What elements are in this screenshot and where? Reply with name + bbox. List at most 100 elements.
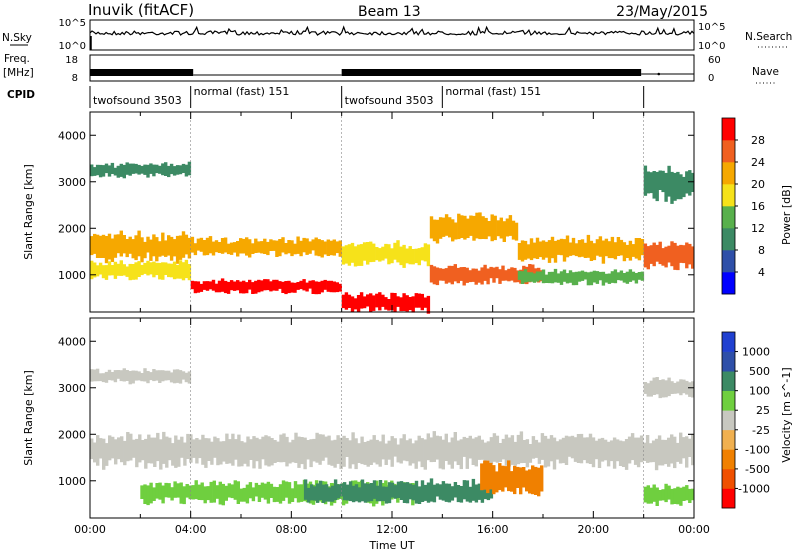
heatmap-cell (661, 248, 665, 266)
heatmap-cell (679, 487, 683, 506)
heatmap-cell (275, 279, 279, 291)
heatmap-cell (420, 480, 425, 502)
heatmap-cell (429, 478, 434, 502)
heatmap-cell (128, 371, 132, 385)
heatmap-cell (327, 487, 332, 502)
heatmap-cell (134, 370, 138, 381)
heatmap-cell (116, 165, 120, 178)
heatmap-cell (341, 246, 346, 265)
colorbar-swatch (722, 118, 735, 141)
heatmap-cell (216, 438, 220, 466)
colorbar-tick-label: 25 (756, 404, 770, 417)
y-tick-label: 3000 (58, 382, 86, 395)
heatmap-cell (182, 486, 186, 505)
heatmap-cell (164, 240, 168, 257)
heatmap-cell (516, 434, 521, 465)
heatmap-cell (568, 270, 573, 283)
colorbar-swatch (722, 488, 735, 509)
heatmap-cell (381, 246, 385, 261)
heatmap-cell (311, 239, 315, 251)
beam-label: Beam 13 (358, 4, 421, 20)
heatmap-cell (507, 268, 511, 282)
heatmap-cell (110, 265, 115, 276)
heatmap-cell (202, 240, 207, 256)
heatmap-cell (213, 436, 217, 458)
heatmap-cell (172, 166, 177, 176)
heatmap-cell (670, 381, 674, 394)
heatmap-cell (550, 236, 555, 259)
nsearch-tick-top: 10^5 (698, 22, 725, 33)
heatmap-cell (432, 219, 437, 242)
heatmap-cell (369, 439, 373, 465)
heatmap-cell (123, 440, 127, 466)
heatmap-cell (362, 242, 367, 261)
heatmap-cell (510, 267, 514, 281)
heatmap-cell (221, 483, 225, 506)
heatmap-cell (438, 268, 443, 281)
heatmap-cell (122, 164, 126, 179)
heatmap-cell (423, 439, 427, 470)
heatmap-cell (631, 271, 636, 281)
heatmap-cell (240, 441, 244, 467)
heatmap-cell (562, 269, 567, 282)
heatmap-cell (281, 281, 285, 293)
heatmap-cell (393, 485, 398, 499)
heatmap-cell (381, 486, 386, 502)
heatmap-cell (643, 382, 648, 394)
heatmap-cell (441, 481, 446, 501)
heatmap-cell (317, 239, 321, 257)
velocity-bands (90, 318, 695, 518)
heatmap-cell (426, 244, 431, 267)
heatmap-cell (673, 488, 677, 504)
heatmap-cell (459, 267, 463, 281)
heatmap-cell (528, 469, 532, 494)
heatmap-cell (366, 242, 370, 265)
heatmap-cell (236, 280, 240, 291)
heatmap-cell (187, 371, 192, 384)
heatmap-cell (456, 267, 460, 284)
heatmap-cell (338, 283, 342, 292)
heatmap-cell (375, 247, 379, 261)
heatmap-cell (104, 163, 109, 174)
power-yticks: 1000 2000 3000 4000 (58, 129, 694, 282)
velocity-colorbar-label: Velocity [m s^-1] (780, 367, 793, 462)
heatmap-cell (229, 280, 234, 291)
x-tick-label: 04:00 (175, 523, 207, 536)
heatmap-cell (577, 271, 582, 282)
heatmap-cell (477, 270, 481, 283)
heatmap-cell (658, 490, 662, 501)
heatmap-cell (423, 484, 428, 501)
heatmap-cell (332, 239, 336, 256)
heatmap-cell (278, 484, 283, 504)
heatmap-cell (140, 373, 144, 382)
heatmap-cell (308, 280, 312, 289)
heatmap-cell (296, 282, 300, 290)
heatmap-cell (101, 165, 106, 177)
heatmap-cell (633, 437, 638, 465)
heatmap-cell (523, 269, 528, 283)
heatmap-cell (155, 164, 159, 174)
heatmap-cell (609, 440, 614, 462)
heatmap-cell (177, 439, 181, 467)
heatmap-cell (129, 433, 133, 461)
heatmap-cell (116, 263, 120, 276)
heatmap-cell (580, 239, 585, 257)
heatmap-cell (245, 282, 249, 294)
heatmap-cell (185, 484, 189, 498)
heatmap-cell (90, 260, 94, 280)
velocity-colorbar-swatches (721, 331, 736, 509)
heatmap-cell (523, 240, 528, 260)
heatmap-cell (519, 467, 523, 495)
heatmap-cell (567, 436, 572, 457)
heatmap-cell (179, 482, 183, 504)
heatmap-cell (372, 295, 376, 311)
heatmap-cell (685, 380, 689, 395)
heatmap-cell (353, 298, 358, 310)
heatmap-cell (167, 483, 171, 498)
heatmap-cell (624, 439, 629, 470)
heatmap-cell (214, 240, 219, 253)
heatmap-cell (550, 271, 555, 284)
heatmap-cell (266, 481, 271, 504)
heatmap-cell (504, 270, 508, 281)
colorbar-tick-label: 28 (751, 134, 765, 147)
